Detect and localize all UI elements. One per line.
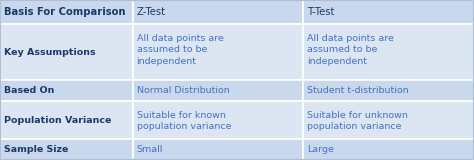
Bar [303, 0, 474, 24]
Text: All data points are
assumed to be
independent: All data points are assumed to be indepe… [307, 34, 394, 66]
Text: Suitable for known
population variance: Suitable for known population variance [137, 111, 231, 131]
Bar [303, 24, 474, 80]
Text: Suitable for unknown
population variance: Suitable for unknown population variance [307, 111, 408, 131]
Text: All data points are
assumed to be
independent: All data points are assumed to be indepe… [137, 34, 223, 66]
Bar [133, 0, 303, 24]
Bar [133, 24, 303, 80]
Bar [133, 140, 303, 160]
Bar [0, 0, 133, 24]
Bar [0, 101, 133, 140]
Bar [133, 80, 303, 101]
Text: Large: Large [307, 145, 334, 154]
Bar [303, 80, 474, 101]
Bar [0, 24, 133, 80]
Text: Based On: Based On [4, 86, 54, 95]
Text: Sample Size: Sample Size [4, 145, 68, 154]
Text: Population Variance: Population Variance [4, 116, 111, 125]
Bar [303, 101, 474, 140]
Text: Basis For Comparison: Basis For Comparison [4, 7, 125, 17]
Bar [303, 140, 474, 160]
Bar [0, 80, 133, 101]
Bar [133, 101, 303, 140]
Text: Small: Small [137, 145, 163, 154]
Text: Student t-distribution: Student t-distribution [307, 86, 409, 95]
Text: Key Assumptions: Key Assumptions [4, 48, 95, 57]
Text: T-Test: T-Test [307, 7, 335, 17]
Bar [0, 140, 133, 160]
Text: Z-Test: Z-Test [137, 7, 165, 17]
Text: Normal Distribution: Normal Distribution [137, 86, 229, 95]
